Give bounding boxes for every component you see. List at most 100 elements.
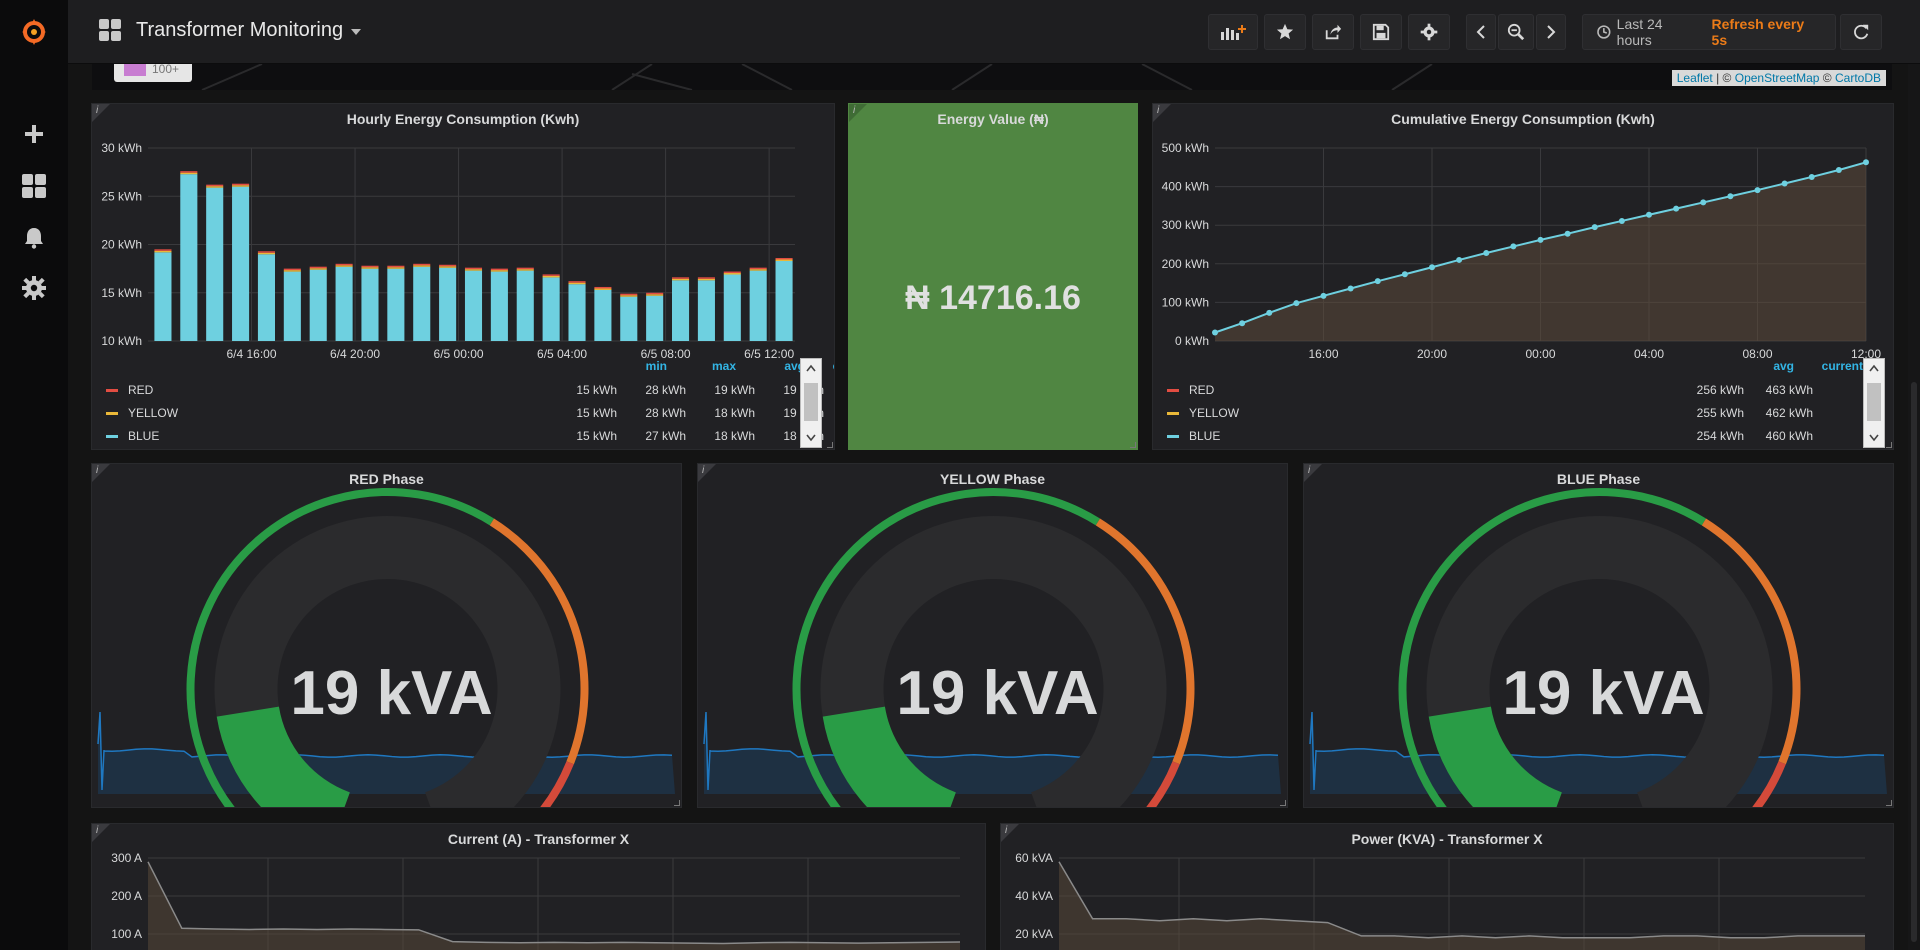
gauge-threshold-green [792, 488, 1101, 807]
legend-header-max[interactable]: max [711, 359, 736, 373]
current-chart[interactable]: 300 A 200 A 100 A [92, 848, 986, 950]
legend-header-avg[interactable]: avg [1773, 359, 1794, 373]
grafana-logo-icon[interactable] [0, 12, 68, 52]
star-dashboard-button[interactable] [1264, 14, 1306, 50]
panel-info-corner[interactable] [698, 464, 716, 482]
y-tick-label: 400 kWh [1162, 180, 1209, 194]
panel-resize-handle[interactable] [827, 442, 833, 448]
share-dashboard-button[interactable] [1312, 14, 1354, 50]
legend-current-value: 462 kWh [1765, 406, 1813, 420]
scroll-thumb[interactable] [1867, 383, 1881, 421]
time-range-picker[interactable]: Last 24 hours Refresh every 5s [1582, 14, 1836, 50]
scroll-down-icon[interactable] [1864, 429, 1884, 447]
legend-series-yellow[interactable]: YELLOW 255 kWh 462 kWh [1153, 402, 1893, 425]
cartodb-link[interactable]: CartoDB [1834, 71, 1881, 85]
legend-series-name[interactable]: YELLOW [128, 406, 179, 420]
scroll-up-icon[interactable] [801, 359, 821, 377]
leaflet-link[interactable]: Leaflet [1676, 71, 1713, 85]
panel-title[interactable]: Power (KVA) - Transformer X [1351, 831, 1543, 847]
save-dashboard-button[interactable] [1360, 14, 1402, 50]
power-chart[interactable]: 60 kVA 40 kVA 20 kVA [1001, 848, 1894, 950]
refresh-button[interactable] [1840, 14, 1882, 50]
panel-title[interactable]: YELLOW Phase [939, 471, 1046, 487]
legend-series-name[interactable]: RED [128, 383, 154, 397]
dashboard-settings-button[interactable] [1408, 14, 1450, 50]
legend-series-blue[interactable]: BLUE 254 kWh 460 kWh [1153, 425, 1893, 448]
hourly-legend-scrollbar[interactable] [800, 358, 822, 448]
x-tick-label: 20:00 [1417, 347, 1447, 361]
bar-yellow [646, 294, 664, 296]
energy-value-panel[interactable]: i Energy Value (₦) ₦ 14716.16 [848, 103, 1138, 450]
data-point [1374, 278, 1381, 285]
scroll-down-icon[interactable] [801, 429, 821, 447]
cumulative-energy-chart[interactable]: 0 kWh 100 kWh 200 kWh 300 kWh 400 kWh 500 kWh… [1153, 132, 1894, 382]
cumulative-legend: avg current RED 256 kWh 463 kWh YELLOW 255 k… [1153, 359, 1893, 449]
attribution-separator: | © [1716, 71, 1732, 85]
cumulative-energy-panel[interactable]: i Cumulative Energy Consumption (Kwh) 0 … [1152, 103, 1894, 450]
gauge-value-fill [216, 706, 350, 807]
hourly-energy-panel[interactable]: i Hourly Energy Consumption (Kwh) 10 kWh… [91, 103, 835, 450]
legend-series-red[interactable]: RED 256 kWh 463 kWh [1153, 379, 1893, 402]
power-panel[interactable]: i Power (KVA) - Transformer X 60 kVA 40 k… [1000, 823, 1894, 950]
save-icon [1372, 23, 1390, 41]
dashboards-icon[interactable] [0, 166, 68, 206]
legend-swatch [1167, 435, 1179, 438]
alerting-bell-icon[interactable] [0, 218, 68, 258]
legend-series-name[interactable]: BLUE [1189, 429, 1221, 443]
panel-resize-handle[interactable] [1886, 800, 1892, 806]
legend-series-name[interactable]: RED [1189, 383, 1215, 397]
bar-blue [542, 277, 560, 341]
configuration-gear-icon[interactable] [0, 268, 68, 308]
panel-info-corner[interactable] [92, 104, 110, 122]
time-shift-back-button[interactable] [1466, 14, 1496, 50]
refresh-interval-label: Refresh every 5s [1711, 16, 1805, 48]
bar-blue [594, 289, 612, 341]
create-plus-icon[interactable] [0, 114, 68, 154]
panel-resize-handle[interactable] [1130, 442, 1136, 448]
current-panel[interactable]: i Current (A) - Transformer X 300 A 200 A… [91, 823, 986, 950]
top-navbar: Transformer Monitoring Last 24 hours Ref… [68, 0, 1920, 64]
hourly-energy-chart[interactable]: 10 kWh 15 kWh 20 kWh 25 kWh 30 kWh 6/4 16:00 6… [92, 132, 835, 382]
blue-phase-panel[interactable]: i BLUE Phase 19 kVA [1303, 463, 1894, 808]
panel-info-corner[interactable] [1001, 824, 1019, 842]
panel-info-corner[interactable] [92, 464, 110, 482]
legend-series-name[interactable]: YELLOW [1189, 406, 1240, 420]
panel-title[interactable]: Cumulative Energy Consumption (Kwh) [1391, 111, 1655, 127]
panel-resize-handle[interactable] [1280, 800, 1286, 806]
panel-title[interactable]: Energy Value (₦) [937, 111, 1049, 127]
legend-header-min[interactable]: min [645, 359, 667, 373]
legend-current-value: 460 kWh [1765, 429, 1813, 443]
legend-header-avg[interactable]: avg [784, 359, 805, 373]
panel-resize-handle[interactable] [674, 800, 680, 806]
panel-title[interactable]: BLUE Phase [1556, 471, 1641, 487]
panel-info-corner[interactable] [1153, 104, 1171, 122]
panel-info-corner[interactable] [92, 824, 110, 842]
bar-red [154, 249, 172, 251]
red-phase-panel[interactable]: i RED Phase 19 kVA [91, 463, 682, 808]
legend-series-name[interactable]: BLUE [128, 429, 160, 443]
cumulative-legend-scrollbar[interactable] [1863, 358, 1885, 448]
panel-title[interactable]: Hourly Energy Consumption (Kwh) [346, 111, 580, 127]
yellow-phase-panel[interactable]: i YELLOW Phase 19 kVA [697, 463, 1288, 808]
gauge-threshold-green [186, 488, 495, 807]
time-shift-forward-button[interactable] [1536, 14, 1566, 50]
legend-header-current[interactable]: current [1821, 359, 1863, 373]
panel-title[interactable]: RED Phase [349, 471, 424, 487]
panel-resize-handle[interactable] [1886, 442, 1892, 448]
legend-header-current[interactable]: current [759, 359, 834, 373]
panel-info-corner[interactable] [1304, 464, 1322, 482]
openstreetmap-link[interactable]: OpenStreetMap [1734, 71, 1820, 85]
page-scrollbar[interactable] [1908, 64, 1920, 950]
dashboard-picker[interactable]: Transformer Monitoring [98, 18, 362, 42]
scroll-thumb[interactable] [804, 383, 818, 421]
scroll-up-icon[interactable] [1864, 359, 1884, 377]
panel-info-corner[interactable] [849, 104, 867, 122]
panel-title[interactable]: Current (A) - Transformer X [447, 831, 630, 847]
map-panel-bottom[interactable]: 100+ Leaflet | © OpenStreetMap © CartoDB [92, 64, 1892, 90]
page-scroll-thumb[interactable] [1911, 382, 1917, 942]
add-panel-button[interactable] [1208, 14, 1258, 50]
zoom-out-button[interactable] [1498, 14, 1534, 50]
